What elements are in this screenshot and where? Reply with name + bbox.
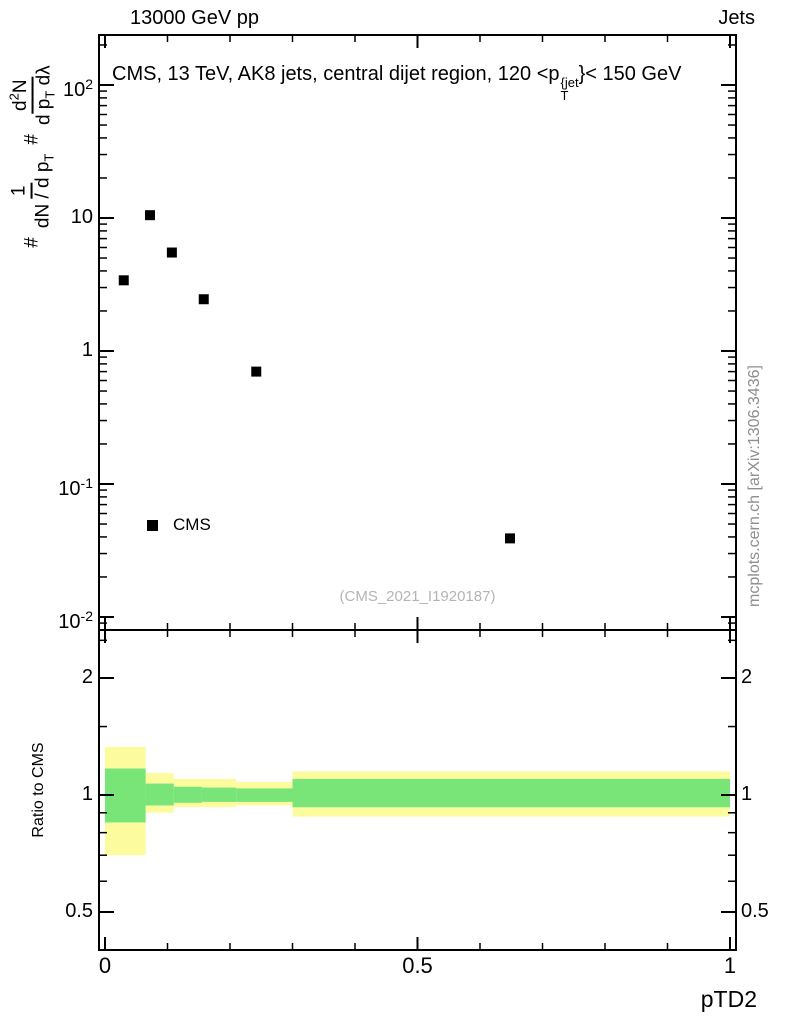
hash-symbol: #: [22, 237, 43, 248]
data-point-marker-icon: [147, 519, 158, 531]
ratio-y-tick-label: 0.5: [65, 900, 93, 922]
main-y-tick-label: 10: [70, 206, 93, 228]
legend: CMS: [147, 515, 211, 535]
main-y-tick-label: 102: [62, 76, 93, 101]
fraction-numerator: 1: [8, 182, 33, 200]
main-y-tick-label: 10-2: [58, 608, 93, 633]
den-text: d p: [33, 98, 55, 126]
ratio-y-tick-label: 1: [81, 783, 93, 805]
main-y-tick-label: 1: [81, 339, 93, 361]
title-superscript: {jet: [560, 75, 579, 90]
title-supsub: {jet T: [561, 76, 579, 102]
ratio-y-tick-label-right: 2: [741, 666, 753, 688]
ratio-y-tick-label-right: 0.5: [741, 900, 769, 922]
title-text-tail: }< 150 GeV: [578, 63, 682, 85]
den-subscript: T: [41, 153, 57, 162]
num-text: d: [9, 100, 31, 111]
title-subscript: T: [560, 88, 569, 103]
analysis-watermark: (CMS_2021_I1920187): [339, 588, 496, 605]
ratio-y-tick-label: 2: [81, 666, 93, 688]
title-text: CMS, 13 TeV, AK8 jets, central dijet reg…: [112, 63, 560, 85]
process-label: Jets: [718, 7, 755, 29]
main-y-tick-label: 10-1: [58, 475, 93, 500]
mcplots-attribution: mcplots.cern.ch [arXiv:1306.3436]: [746, 365, 763, 607]
x-tick-label: 0: [98, 953, 112, 978]
x-axis-label: pTD2: [700, 986, 757, 1012]
hash-symbol: #: [22, 134, 43, 145]
legend-label: CMS: [173, 515, 211, 534]
beam-energy-label: 13000 GeV pp: [130, 7, 259, 29]
x-tick-label: 1: [723, 953, 737, 978]
plot-title: CMS, 13 TeV, AK8 jets, central dijet reg…: [112, 63, 681, 102]
ratio-y-tick-label-right: 1: [741, 783, 753, 805]
x-tick-label: 0.5: [402, 953, 433, 978]
